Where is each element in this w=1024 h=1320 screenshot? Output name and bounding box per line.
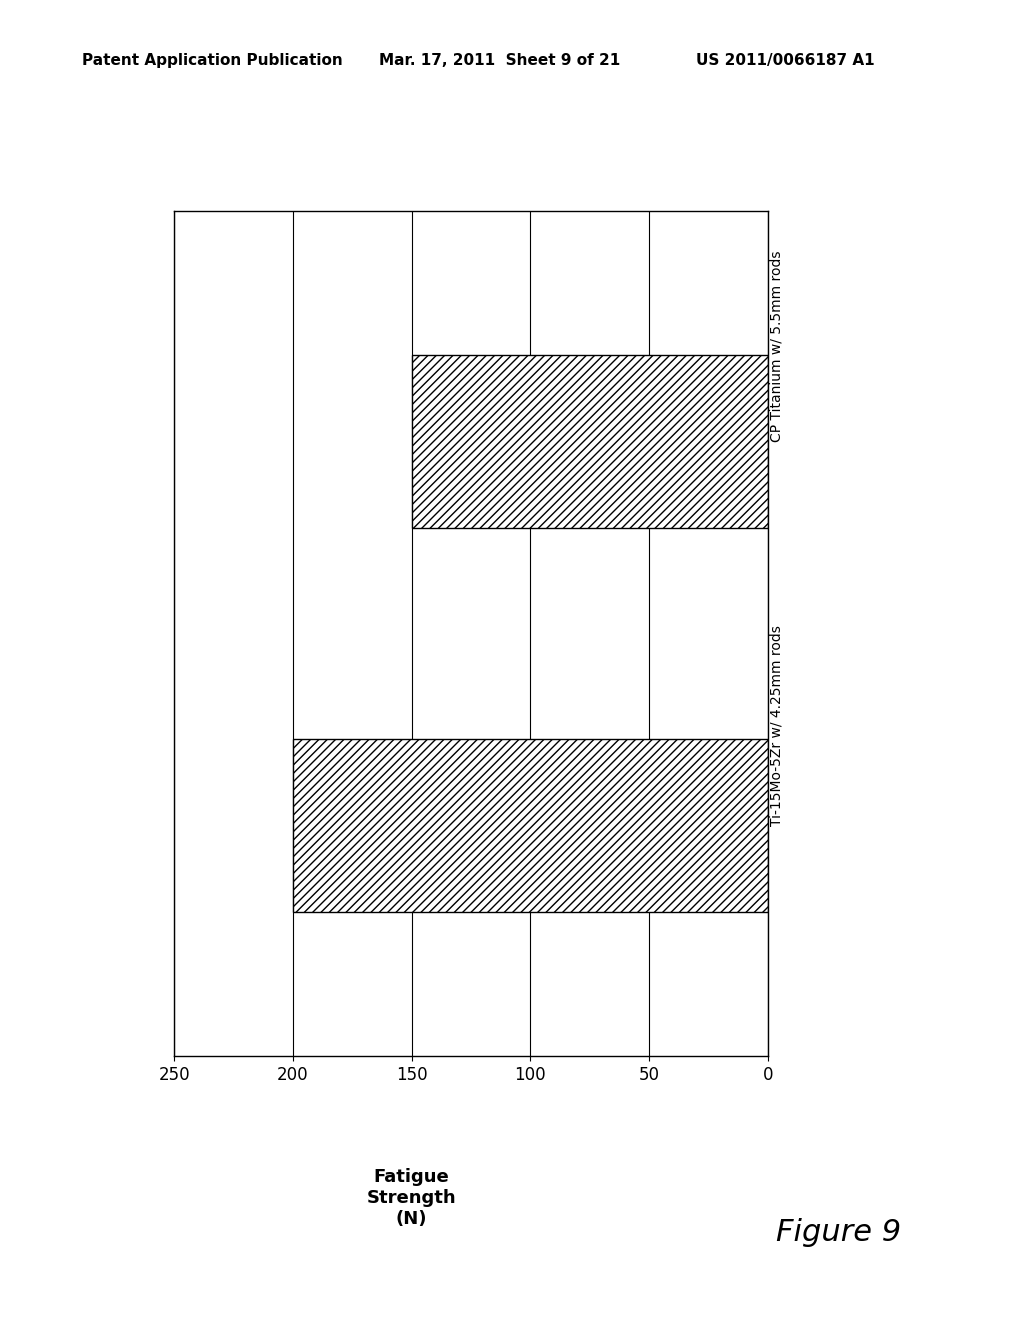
Bar bbox=[293, 739, 768, 912]
Text: Fatigue
Strength
(N): Fatigue Strength (N) bbox=[367, 1168, 457, 1228]
Text: Mar. 17, 2011  Sheet 9 of 21: Mar. 17, 2011 Sheet 9 of 21 bbox=[379, 53, 621, 67]
Text: US 2011/0066187 A1: US 2011/0066187 A1 bbox=[696, 53, 874, 67]
Text: Patent Application Publication: Patent Application Publication bbox=[82, 53, 343, 67]
Text: Figure 9: Figure 9 bbox=[776, 1218, 901, 1247]
Bar bbox=[412, 355, 768, 528]
